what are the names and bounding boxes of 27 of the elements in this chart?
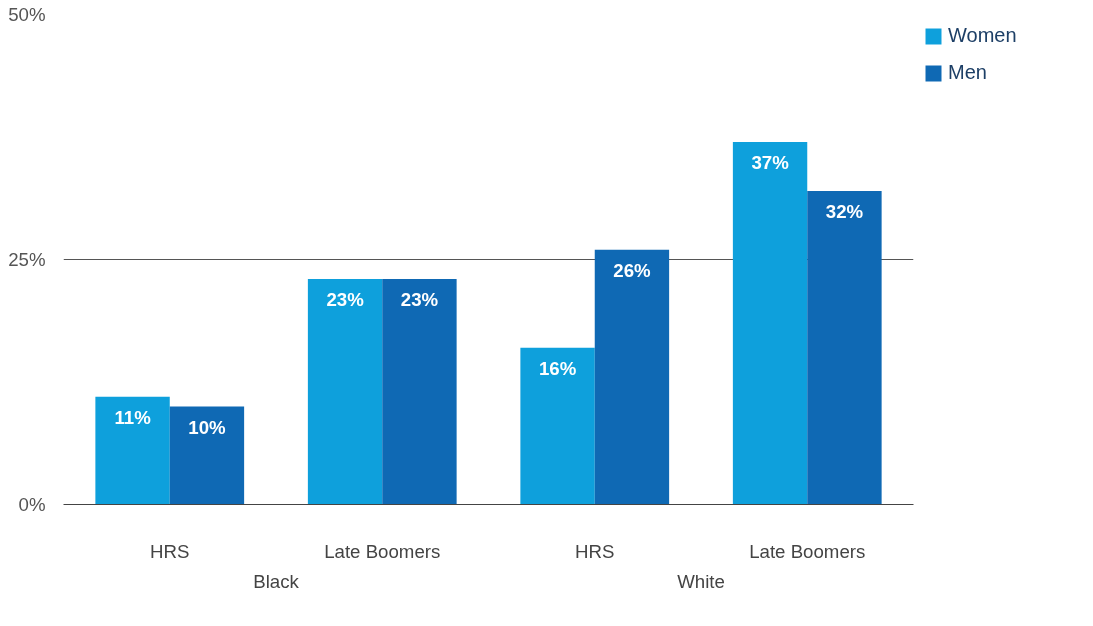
data-label: 10% (188, 416, 227, 438)
y-tick-label: 0% (18, 494, 46, 515)
bar (732, 141, 808, 505)
x-tick-label: Late Boomers (324, 540, 441, 562)
bar (594, 249, 670, 505)
data-label: 23% (326, 289, 365, 311)
bar (382, 279, 457, 505)
data-label: 26% (613, 259, 652, 281)
x-tick-label: Late Boomers (749, 540, 866, 562)
data-label: 11% (114, 406, 152, 428)
data-label: 23% (400, 289, 439, 311)
data-label: 16% (538, 357, 577, 379)
legend-label: Men (948, 61, 987, 84)
data-label: 32% (825, 200, 864, 222)
y-tick-label: 25% (8, 249, 46, 270)
x-tick-label: HRS (150, 540, 190, 562)
y-tick-label: 50% (8, 4, 46, 25)
text: White (677, 570, 725, 592)
bar (95, 396, 170, 505)
bar (307, 279, 383, 505)
bar (520, 347, 595, 505)
text: Black (253, 570, 300, 592)
x-tick-label: HRS (575, 540, 615, 562)
bar (169, 406, 245, 505)
data-label: 37% (751, 151, 790, 173)
bar (807, 190, 882, 505)
legend-label: Women (948, 24, 1017, 47)
